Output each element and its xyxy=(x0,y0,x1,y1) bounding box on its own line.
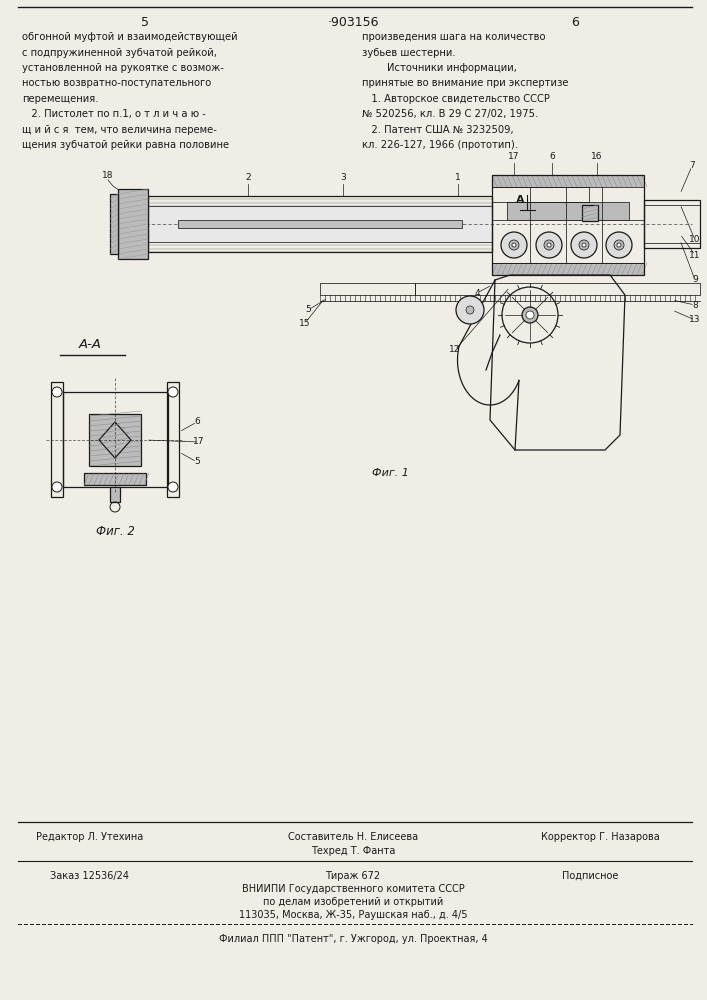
Text: 3: 3 xyxy=(340,173,346,182)
Text: 1. Авторское свидетельство СССР: 1. Авторское свидетельство СССР xyxy=(362,94,550,104)
Bar xyxy=(148,206,492,242)
Text: А-А: А-А xyxy=(78,338,102,352)
Bar xyxy=(320,283,415,295)
Bar xyxy=(110,487,120,502)
Text: 9: 9 xyxy=(692,275,698,284)
Text: 113035, Москва, Ж-35, Раушская наб., д. 4/5: 113035, Москва, Ж-35, Раушская наб., д. … xyxy=(239,910,467,920)
Circle shape xyxy=(582,243,586,247)
Circle shape xyxy=(526,311,534,319)
Bar xyxy=(492,175,644,187)
Text: 17: 17 xyxy=(193,438,205,446)
Text: 1: 1 xyxy=(455,173,461,182)
Text: Тираж 672: Тираж 672 xyxy=(325,871,380,881)
Text: Редактор Л. Утехина: Редактор Л. Утехина xyxy=(36,832,144,842)
Circle shape xyxy=(501,232,527,258)
Text: 7: 7 xyxy=(689,161,695,170)
Text: Заказ 12536/24: Заказ 12536/24 xyxy=(50,871,129,881)
Text: перемещения.: перемещения. xyxy=(22,94,98,104)
Circle shape xyxy=(509,240,519,250)
Circle shape xyxy=(544,240,554,250)
Text: принятые во внимание при экспертизе: принятые во внимание при экспертизе xyxy=(362,79,568,89)
Bar xyxy=(582,205,598,221)
Text: Подписное: Подписное xyxy=(562,871,618,881)
Text: 2. Патент США № 3232509,: 2. Патент США № 3232509, xyxy=(362,125,513,135)
Circle shape xyxy=(522,307,538,323)
Polygon shape xyxy=(99,422,131,458)
Bar xyxy=(63,392,168,487)
Bar xyxy=(492,220,644,263)
Text: 2: 2 xyxy=(245,173,251,182)
Circle shape xyxy=(512,243,516,247)
Text: Филиал ППП "Патент", г. Ужгород, ул. Проектная, 4: Филиал ППП "Патент", г. Ужгород, ул. Про… xyxy=(218,934,487,944)
Text: Составитель Н. Елисеева: Составитель Н. Елисеева xyxy=(288,832,418,842)
Text: 6: 6 xyxy=(194,418,200,426)
Circle shape xyxy=(579,240,589,250)
Text: 11: 11 xyxy=(689,250,701,259)
Bar xyxy=(415,283,700,295)
Text: ·903156: ·903156 xyxy=(327,16,379,29)
Text: обгонной муфтой и взаимодействующей: обгонной муфтой и взаимодействующей xyxy=(22,32,238,42)
Text: 8: 8 xyxy=(692,300,698,310)
Circle shape xyxy=(52,482,62,492)
Bar xyxy=(89,414,141,466)
Text: 16: 16 xyxy=(591,152,603,161)
Text: по делам изобретений и открытий: по делам изобретений и открытий xyxy=(263,897,443,907)
Text: 10: 10 xyxy=(689,235,701,244)
Text: кл. 226-127, 1966 (прототип).: кл. 226-127, 1966 (прототип). xyxy=(362,140,518,150)
Text: 2. Пистолет по п.1, о т л и ч а ю -: 2. Пистолет по п.1, о т л и ч а ю - xyxy=(22,109,206,119)
Circle shape xyxy=(466,306,474,314)
Circle shape xyxy=(536,232,562,258)
Text: 13: 13 xyxy=(689,316,701,324)
Circle shape xyxy=(168,387,178,397)
Text: Источники информации,: Источники информации, xyxy=(362,63,517,73)
Circle shape xyxy=(617,243,621,247)
Text: 15: 15 xyxy=(299,318,311,328)
Text: 6: 6 xyxy=(571,16,579,29)
Circle shape xyxy=(52,387,62,397)
Text: щ и й с я  тем, что величина переме-: щ и й с я тем, что величина переме- xyxy=(22,125,217,135)
Text: с подпружиненной зубчатой рейкой,: с подпружиненной зубчатой рейкой, xyxy=(22,47,217,57)
Bar xyxy=(148,196,492,252)
Text: ностью возвратно-поступательного: ностью возвратно-поступательного xyxy=(22,79,211,89)
Bar xyxy=(178,220,462,228)
Text: Фиг. 1: Фиг. 1 xyxy=(372,468,409,478)
Circle shape xyxy=(614,240,624,250)
Text: Техред Т. Фанта: Техред Т. Фанта xyxy=(311,846,395,856)
Bar xyxy=(507,202,629,220)
Bar xyxy=(110,194,118,254)
Bar xyxy=(492,187,589,202)
Text: 18: 18 xyxy=(103,171,114,180)
Text: 4: 4 xyxy=(474,288,480,298)
Text: произведения шага на количество: произведения шага на количество xyxy=(362,32,546,42)
Text: 17: 17 xyxy=(508,152,520,161)
Circle shape xyxy=(168,482,178,492)
Bar xyxy=(492,175,644,275)
Text: Фиг. 2: Фиг. 2 xyxy=(95,525,134,538)
Bar xyxy=(167,382,179,497)
Text: 12: 12 xyxy=(450,346,461,355)
Bar xyxy=(84,473,146,485)
Text: установленной на рукоятке с возмож-: установленной на рукоятке с возмож- xyxy=(22,63,224,73)
Bar xyxy=(118,189,148,259)
Text: ВНИИПИ Государственного комитета СССР: ВНИИПИ Государственного комитета СССР xyxy=(242,884,464,894)
Text: № 520256, кл. В 29 С 27/02, 1975.: № 520256, кл. В 29 С 27/02, 1975. xyxy=(362,109,538,119)
Text: 5: 5 xyxy=(141,16,149,29)
Text: 5: 5 xyxy=(305,306,311,314)
Text: зубьев шестерни.: зубьев шестерни. xyxy=(362,47,455,57)
Text: Корректор Г. Назарова: Корректор Г. Назарова xyxy=(541,832,660,842)
Bar xyxy=(644,200,700,248)
Bar xyxy=(492,263,644,275)
Circle shape xyxy=(571,232,597,258)
Text: щения зубчатой рейки равна половине: щения зубчатой рейки равна половине xyxy=(22,140,229,150)
Circle shape xyxy=(456,296,484,324)
Text: 5: 5 xyxy=(194,458,200,466)
Text: 6: 6 xyxy=(549,152,555,161)
Circle shape xyxy=(606,232,632,258)
Circle shape xyxy=(547,243,551,247)
Text: A: A xyxy=(515,195,525,205)
Bar xyxy=(51,382,63,497)
